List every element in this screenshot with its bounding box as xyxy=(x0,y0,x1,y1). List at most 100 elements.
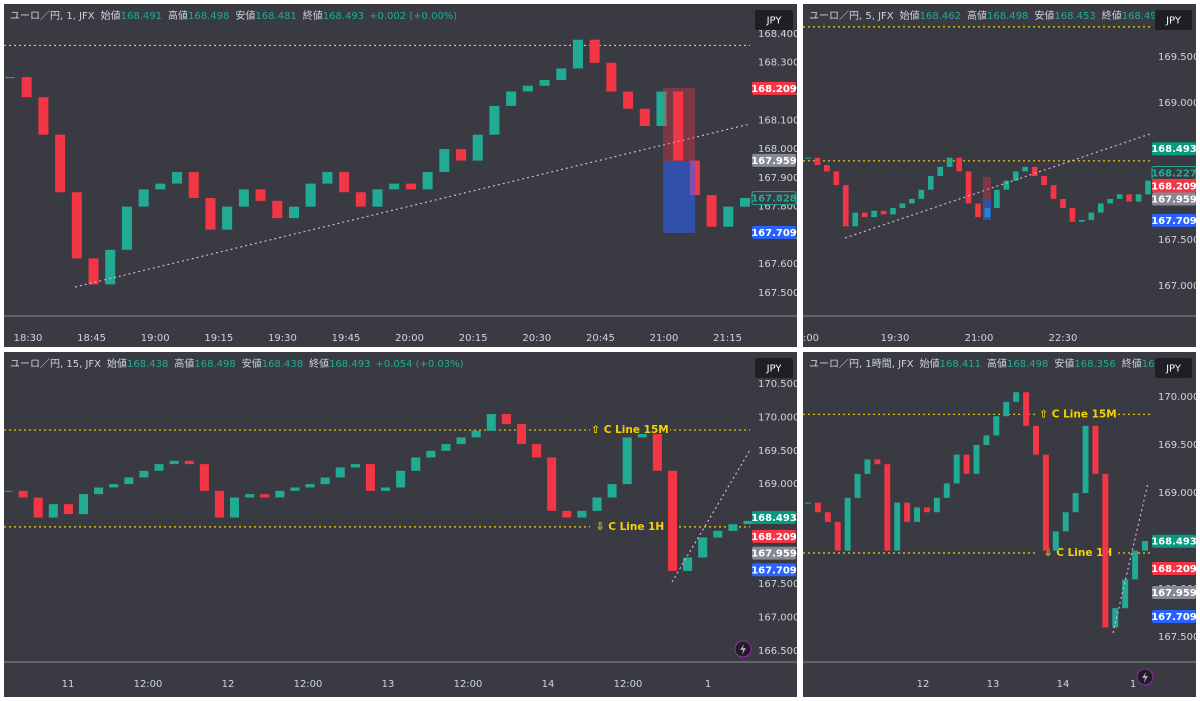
change: +0.002 (+0.00%) xyxy=(369,11,457,22)
candle xyxy=(154,464,164,471)
legend-header: ユーロ／円, 5, JFX 始値168.462 高値168.498 安値168.453… xyxy=(809,9,1173,22)
price-tag xyxy=(1152,213,1196,227)
candle xyxy=(880,210,887,215)
candle xyxy=(983,435,990,446)
candle xyxy=(411,457,421,471)
candle xyxy=(88,258,99,285)
candle xyxy=(963,454,970,474)
field-value: 168.491 xyxy=(121,11,162,22)
candle xyxy=(973,445,980,474)
candle xyxy=(169,460,179,465)
candle xyxy=(222,206,233,230)
price-tag xyxy=(1152,609,1196,623)
currency-button[interactable] xyxy=(1155,10,1192,30)
candle xyxy=(547,457,557,511)
candle xyxy=(975,203,981,218)
candle xyxy=(1062,512,1069,532)
level-label-bg xyxy=(590,423,670,438)
candle xyxy=(805,502,811,504)
field-label: 始値 xyxy=(107,357,127,370)
price-tick-label: 169.000 xyxy=(1158,488,1199,499)
candle xyxy=(1022,166,1029,172)
candle xyxy=(623,91,634,109)
candle xyxy=(852,212,859,227)
price-tick-label: 167.500 xyxy=(1158,235,1199,246)
time-label: 13 xyxy=(987,679,1000,690)
candle xyxy=(94,487,104,495)
price-tag xyxy=(1152,561,1196,575)
candle xyxy=(422,172,433,190)
candle xyxy=(1079,219,1085,222)
candle xyxy=(1032,425,1039,455)
price-tick-label: 166.500 xyxy=(758,646,799,657)
candle xyxy=(4,77,16,79)
candle xyxy=(124,477,134,485)
field-value: 168.438 xyxy=(127,359,168,370)
field-label: 高値 xyxy=(168,9,188,22)
time-label: 22:30 xyxy=(1049,333,1078,344)
price-tick-label: 167.500 xyxy=(758,579,799,590)
currency-label: JPY xyxy=(1165,364,1182,375)
candle xyxy=(1050,185,1057,199)
candle xyxy=(637,434,647,438)
time-label: 18:30 xyxy=(14,333,43,344)
candle xyxy=(923,507,930,513)
candle xyxy=(1052,531,1059,551)
price-tag-label: 168.209 xyxy=(751,532,797,543)
candle xyxy=(1031,166,1038,177)
trend-line xyxy=(74,123,751,288)
candle xyxy=(723,206,734,227)
time-label: 14 xyxy=(542,679,555,690)
time-label: 19:15 xyxy=(204,333,233,344)
candle xyxy=(918,189,925,199)
field-value: 168.462 xyxy=(920,11,961,22)
field-value: 168.498 xyxy=(1007,359,1048,370)
legend-header: ユーロ／円, 15, JFX 始値168.438 高値168.498 安値168.43… xyxy=(10,357,464,370)
currency-label: JPY xyxy=(766,16,783,27)
candle xyxy=(953,454,960,484)
time-label: 19:45 xyxy=(332,333,361,344)
price-tick-label: 170.000 xyxy=(758,412,799,423)
candle xyxy=(956,157,962,172)
price-tag xyxy=(752,81,796,95)
position-stop xyxy=(663,88,695,161)
candle xyxy=(260,494,270,498)
candle xyxy=(864,459,871,474)
legend-header: ユーロ／円, 1, JFX 始値168.491 高値168.498 安値168.481… xyxy=(10,9,457,22)
candle xyxy=(322,172,333,184)
candle xyxy=(965,171,972,204)
candle xyxy=(943,483,950,498)
price-tick-label: 167.000 xyxy=(758,613,799,624)
panel-bg xyxy=(803,4,1196,347)
panel-bg xyxy=(803,352,1196,697)
price-tick-label: 167.500 xyxy=(758,288,799,299)
panel-bg xyxy=(4,352,797,697)
candle xyxy=(743,520,753,525)
price-tag-label: 168.209 xyxy=(751,84,797,95)
level-label: ⇧ C Line 15M xyxy=(591,424,668,436)
currency-button[interactable] xyxy=(755,10,793,30)
candle xyxy=(556,68,567,80)
time-label: 13 xyxy=(382,679,395,690)
field-label: 終値 xyxy=(1102,9,1122,22)
time-label: 12 xyxy=(222,679,235,690)
currency-button[interactable] xyxy=(1155,358,1192,378)
candle xyxy=(506,91,517,106)
candle xyxy=(532,444,542,458)
candle xyxy=(834,521,841,551)
candle xyxy=(155,183,166,190)
symbol: ユーロ／円, 1時間, JFX xyxy=(809,358,914,370)
time-label: 20:00 xyxy=(395,333,424,344)
candle xyxy=(890,208,896,215)
candle xyxy=(1092,425,1099,474)
chart-panel: 1213141167.500168.000168.500169.000169.5… xyxy=(803,352,1199,697)
candle xyxy=(833,171,840,186)
field-label: 始値 xyxy=(920,357,940,370)
currency-button[interactable] xyxy=(755,358,793,378)
field-label: 安値 xyxy=(1034,9,1054,22)
price-tag-label: 167.828 xyxy=(751,194,797,205)
price-tag xyxy=(1152,179,1196,193)
candle xyxy=(842,185,849,227)
candle xyxy=(1097,203,1104,213)
candle xyxy=(683,557,693,571)
